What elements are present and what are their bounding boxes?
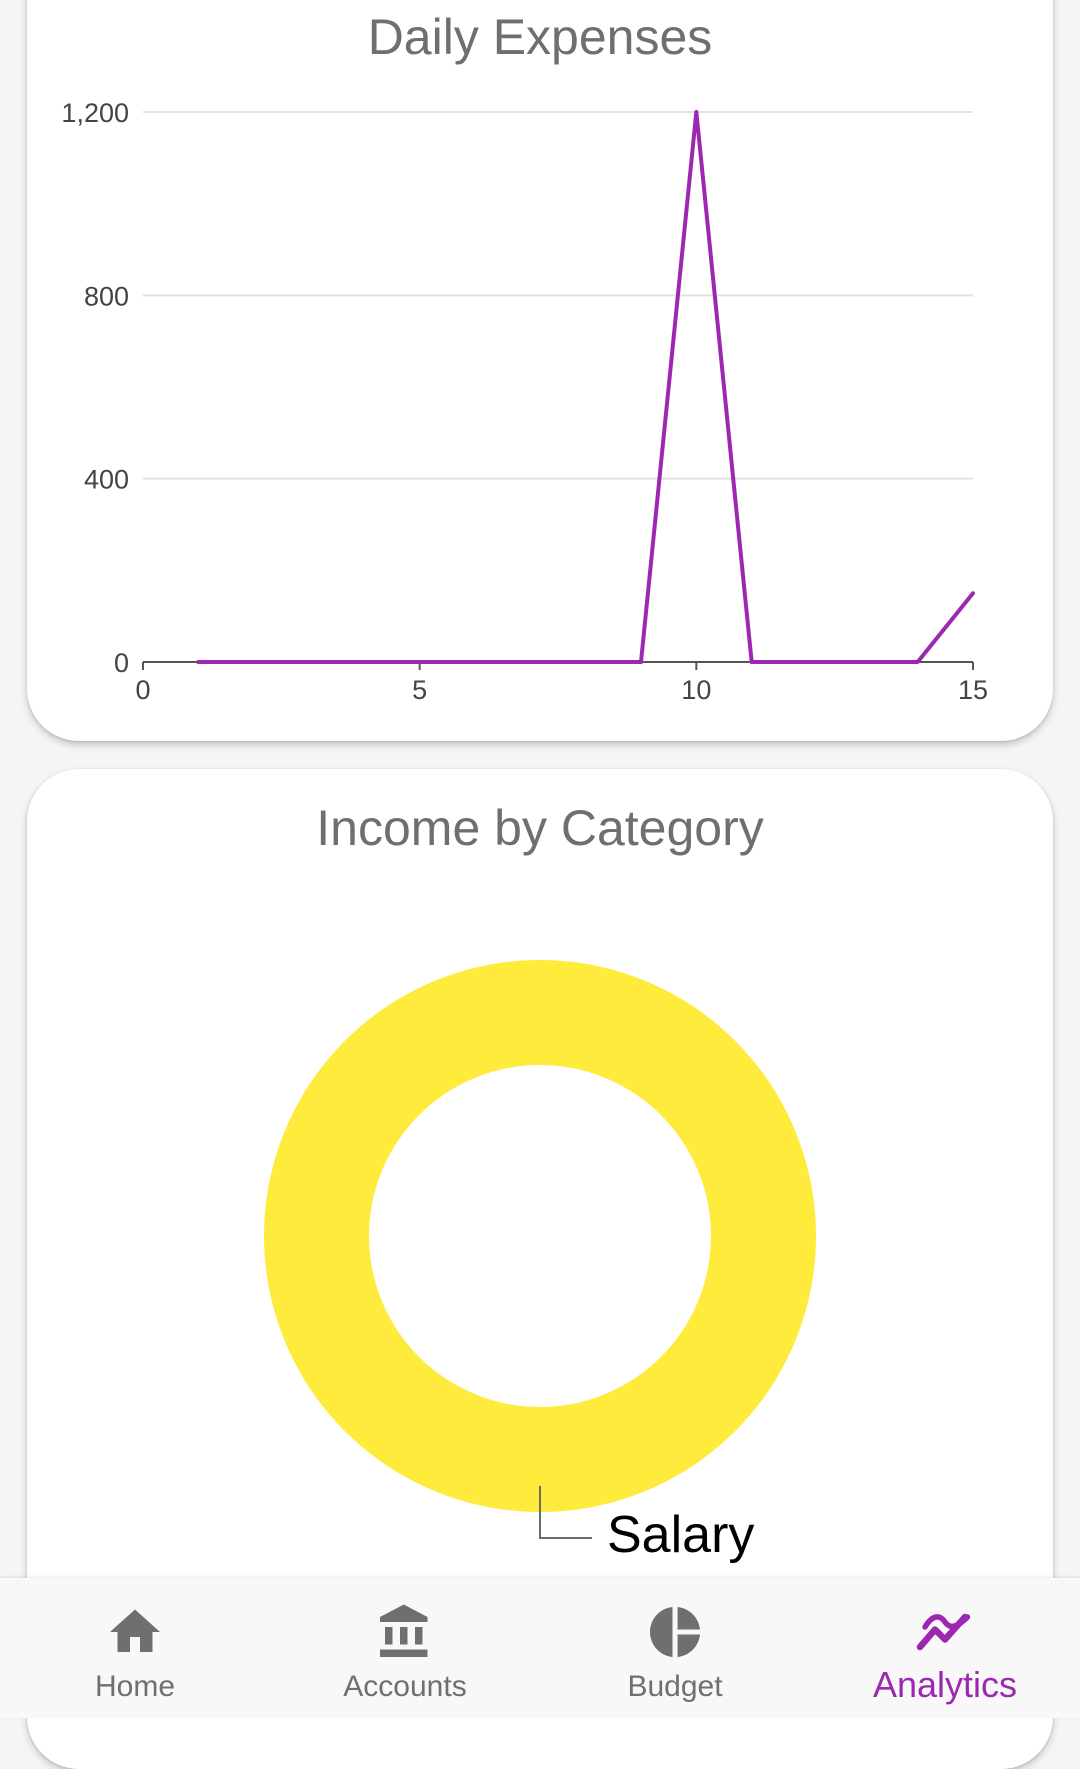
home-icon <box>110 1609 160 1652</box>
x-tick-label: 15 <box>958 675 988 705</box>
nav-home[interactable]: Home <box>0 1578 270 1718</box>
y-tick-label: 1,200 <box>61 98 129 128</box>
nav-accounts-label: Accounts <box>343 1670 467 1703</box>
y-tick-label: 0 <box>114 648 129 678</box>
y-tick-label: 400 <box>84 465 129 495</box>
x-tick-label: 0 <box>135 675 150 705</box>
bank-icon <box>380 1604 428 1657</box>
legend-leader-line <box>539 1486 592 1539</box>
nav-budget-label: Budget <box>627 1670 723 1703</box>
income-by-category-title: Income by Category <box>316 800 764 856</box>
series-line <box>196 110 975 664</box>
x-tick-label: 10 <box>681 675 711 705</box>
x-tick-label: 5 <box>412 675 427 705</box>
bottom-navigation: Home Accounts Budget Analytics <box>0 1578 1080 1718</box>
nav-home-label: Home <box>94 1670 176 1703</box>
nav-analytics-label: Analytics <box>872 1664 1018 1705</box>
pie-chart-icon <box>650 1607 700 1657</box>
trending-icon <box>916 1613 971 1651</box>
daily-expenses-card: Daily Expenses <box>27 0 1053 741</box>
nav-accounts[interactable]: Accounts <box>270 1578 540 1718</box>
daily-expenses-chart: 0 400 800 1,200 0 5 10 15 <box>61 98 988 705</box>
legend-label-salary: Salary <box>607 1506 754 1564</box>
income-by-category-chart: Salary <box>264 960 816 1564</box>
nav-analytics[interactable]: Analytics <box>810 1578 1080 1718</box>
donut-slice-salary <box>264 960 816 1512</box>
y-tick-label: 800 <box>84 281 129 311</box>
daily-expenses-title: Daily Expenses <box>367 9 713 65</box>
nav-budget[interactable]: Budget <box>540 1578 810 1718</box>
